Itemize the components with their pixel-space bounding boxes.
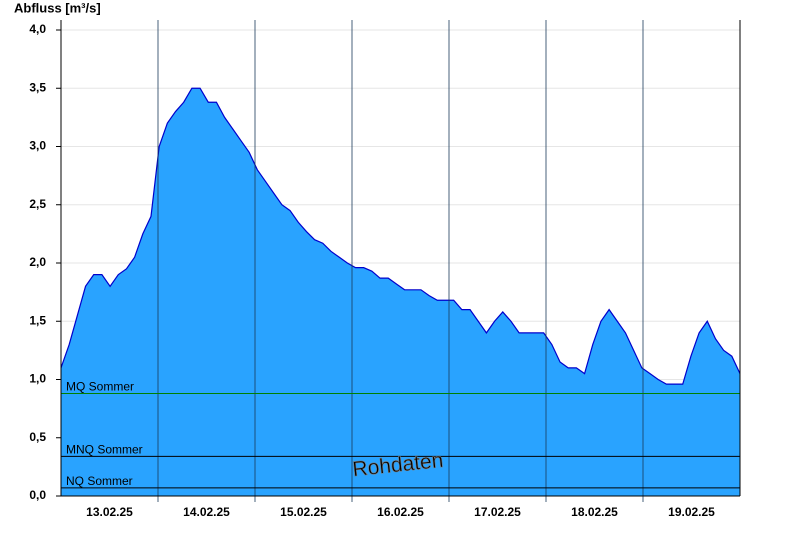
- y-tick-label: 1,5: [29, 313, 46, 327]
- y-tick-label: 3,0: [29, 139, 46, 153]
- y-tick-label: 2,5: [29, 197, 46, 211]
- x-tick-label: 17.02.25: [474, 505, 521, 519]
- reference-label: MQ Sommer: [66, 380, 134, 394]
- x-tick-label: 13.02.25: [86, 505, 133, 519]
- y-axis-title: Abfluss [m³/s]: [14, 0, 101, 15]
- x-tick-label: 14.02.25: [183, 505, 230, 519]
- y-tick-label: 1,0: [29, 372, 46, 386]
- x-tick-label: 18.02.25: [571, 505, 618, 519]
- y-tick-label: 3,5: [29, 80, 46, 94]
- x-tick-label: 16.02.25: [377, 505, 424, 519]
- y-tick-label: 0,0: [29, 488, 46, 502]
- x-tick-label: 15.02.25: [280, 505, 327, 519]
- y-tick-label: 4,0: [29, 22, 46, 36]
- x-tick-label: 19.02.25: [668, 505, 715, 519]
- line: [60, 87, 741, 385]
- y-tick-label: 0,5: [29, 430, 46, 444]
- y-tick-label: 2,0: [29, 255, 46, 269]
- area: [61, 88, 740, 496]
- reference-label: NQ Sommer: [66, 474, 133, 488]
- reference-label: MNQ Sommer: [66, 443, 143, 457]
